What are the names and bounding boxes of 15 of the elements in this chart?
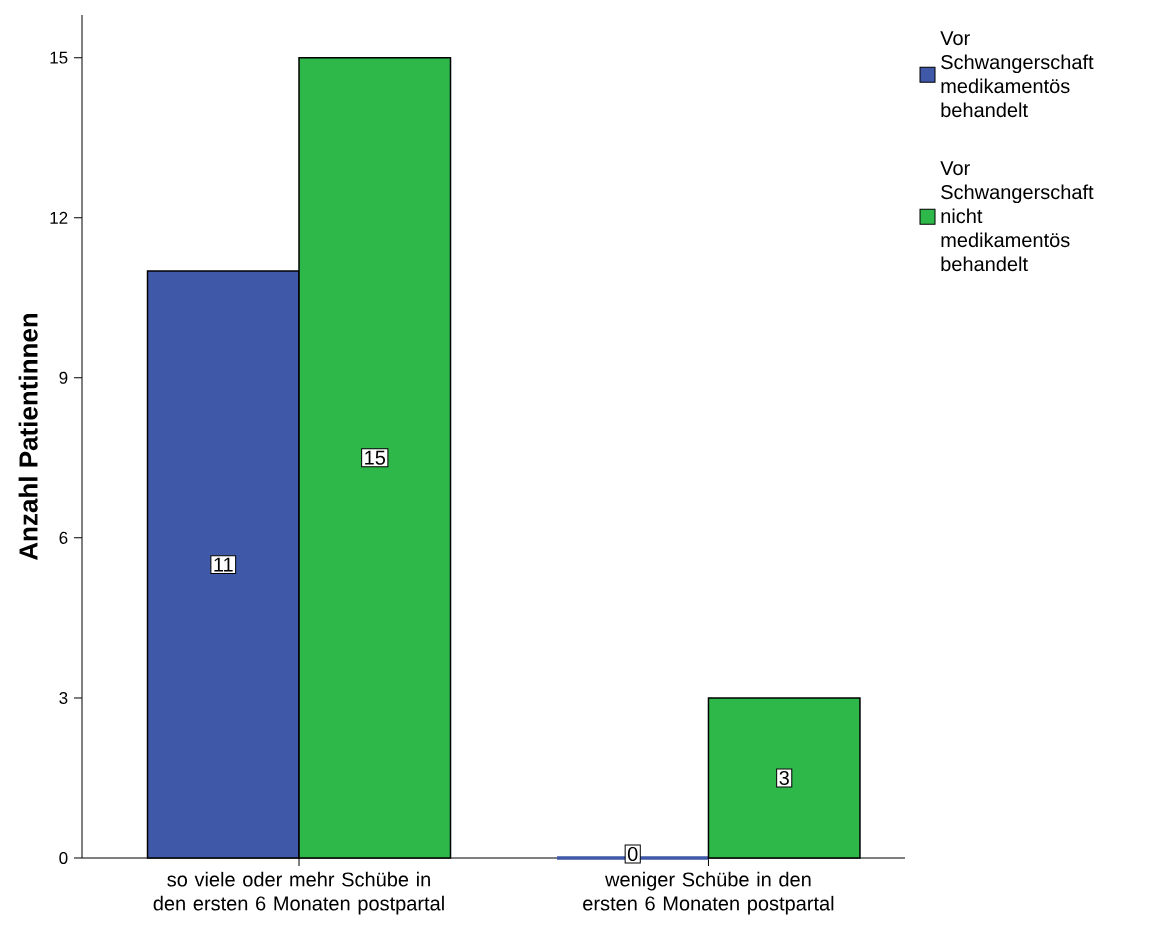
y-tick-label: 6 [59, 531, 68, 544]
data-label: 11 [214, 557, 233, 572]
legend-label: Vor Schwangerschaft nicht medikamentös behandelt [940, 161, 1094, 272]
y-tick-label: 12 [50, 211, 68, 224]
y-tick-label: 15 [50, 51, 68, 64]
x-tick-label: so viele oder mehr Schübe in den ersten 6 Monaten postpartal [153, 871, 444, 915]
y-tick-label: 3 [59, 691, 68, 704]
y-tick-label: 0 [59, 851, 68, 865]
y-axis-title: Anzahl Patientinnen [18, 313, 38, 561]
data-label: 0 [627, 846, 638, 862]
x-tick-label: weniger Schübe in den ersten 6 Monaten postpartal [583, 871, 834, 915]
legend-label: Vor Schwangerschaft medikamentös behandelt [940, 31, 1094, 118]
y-tick-label: 9 [59, 371, 68, 384]
data-label: 3 [779, 770, 789, 786]
data-label: 15 [365, 450, 386, 465]
